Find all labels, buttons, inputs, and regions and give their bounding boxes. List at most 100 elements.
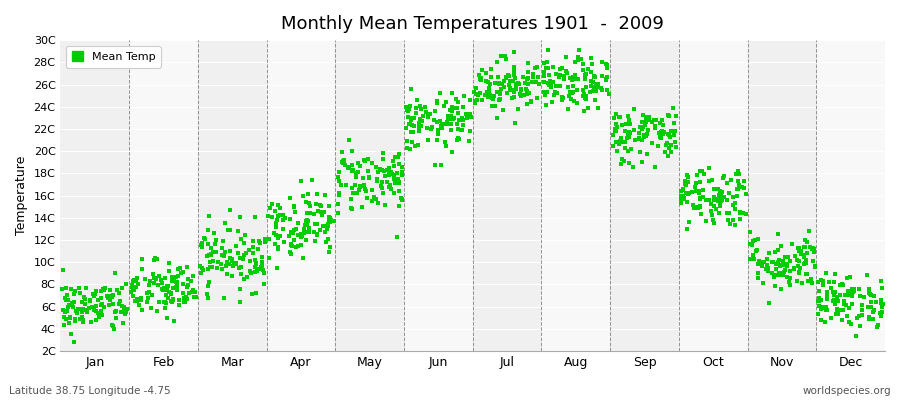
Point	[835, 280, 850, 287]
Point	[774, 286, 788, 292]
Point	[113, 298, 128, 304]
Point	[668, 139, 682, 146]
Point	[825, 289, 840, 295]
Point	[430, 136, 445, 143]
Point	[616, 139, 630, 145]
Point	[352, 186, 366, 193]
Point	[101, 295, 115, 302]
Point	[418, 109, 433, 116]
Point	[439, 121, 454, 127]
Point	[874, 300, 888, 306]
Point	[792, 258, 806, 264]
Point	[760, 262, 774, 268]
Point	[497, 84, 511, 90]
Point	[159, 282, 174, 289]
Point	[180, 296, 194, 302]
Point	[475, 67, 490, 73]
Point	[584, 55, 598, 61]
Point	[78, 296, 93, 302]
Point	[57, 267, 71, 274]
Point	[771, 256, 786, 263]
Point	[692, 168, 706, 174]
Point	[796, 252, 811, 258]
Point	[814, 297, 828, 303]
Point	[410, 141, 425, 148]
Point	[125, 286, 140, 292]
Point	[654, 128, 669, 134]
Point	[820, 293, 834, 300]
Point	[378, 173, 392, 180]
Point	[203, 252, 218, 258]
Point	[287, 203, 302, 209]
Bar	[336, 40, 404, 351]
Point	[497, 78, 511, 84]
Point	[778, 254, 792, 261]
Point	[512, 81, 526, 87]
Point	[725, 202, 740, 208]
Point	[624, 145, 638, 152]
Point	[789, 257, 804, 264]
Point	[382, 184, 397, 190]
Point	[221, 261, 236, 267]
Point	[489, 103, 503, 109]
Point	[322, 215, 337, 222]
Point	[616, 156, 630, 162]
Point	[166, 318, 181, 324]
Point	[150, 308, 165, 314]
Point	[164, 298, 178, 304]
Point	[132, 295, 147, 302]
Point	[437, 139, 452, 145]
Point	[855, 302, 869, 308]
Point	[166, 274, 180, 281]
Point	[585, 61, 599, 67]
Point	[746, 252, 760, 258]
Point	[185, 273, 200, 280]
Point	[162, 260, 176, 266]
Point	[277, 215, 292, 221]
Point	[482, 90, 496, 96]
Point	[96, 286, 111, 293]
Point	[619, 120, 634, 127]
Point	[135, 307, 149, 314]
Point	[403, 117, 418, 123]
Point	[719, 197, 733, 203]
Point	[270, 264, 284, 271]
Point	[371, 200, 385, 206]
Point	[89, 307, 104, 314]
Point	[420, 137, 435, 143]
Point	[203, 244, 218, 251]
Point	[428, 161, 443, 168]
Point	[180, 284, 194, 290]
Point	[446, 115, 461, 121]
Point	[427, 116, 441, 123]
Point	[176, 268, 191, 275]
Point	[88, 317, 103, 323]
Point	[562, 93, 576, 99]
Point	[319, 192, 333, 198]
Point	[844, 300, 859, 307]
Point	[562, 89, 577, 96]
Point	[238, 239, 252, 246]
Point	[580, 71, 594, 77]
Point	[220, 259, 234, 265]
Point	[184, 278, 198, 284]
Point	[87, 293, 102, 300]
Point	[875, 304, 889, 310]
Point	[142, 289, 157, 296]
Point	[482, 92, 497, 98]
Point	[451, 126, 465, 132]
Point	[730, 186, 744, 192]
Point	[451, 135, 465, 142]
Point	[486, 96, 500, 102]
Point	[729, 170, 743, 177]
Point	[717, 194, 732, 200]
Point	[688, 184, 702, 190]
Point	[344, 196, 358, 203]
Point	[271, 244, 285, 250]
Point	[724, 177, 739, 183]
Point	[223, 254, 238, 261]
Point	[554, 72, 568, 78]
Point	[120, 306, 134, 313]
Point	[403, 145, 418, 152]
Point	[860, 272, 874, 278]
